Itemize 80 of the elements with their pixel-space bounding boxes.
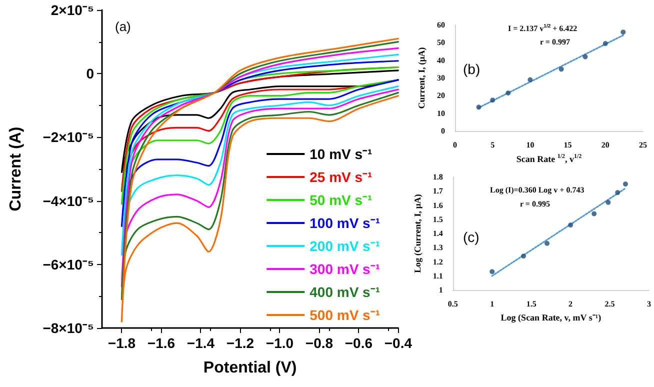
y-tick-label: 30 (437, 74, 445, 82)
y-tick-label: −4×10⁻⁵ (42, 192, 94, 209)
y-axis-title: Current (A) (8, 126, 24, 212)
legend-label: 10 mV s⁻¹ (310, 146, 373, 162)
y-tick-label: −8×10⁻⁵ (42, 320, 94, 336)
x-tick-label: −1.6 (147, 335, 176, 351)
point (582, 54, 588, 60)
annotation: r = 0.997 (540, 38, 570, 46)
y-tick-label: 2×10⁻⁵ (50, 2, 94, 18)
point (620, 30, 626, 35)
y-tick-label: 1.8 (432, 172, 443, 182)
x-tick-label: 0.5 (448, 300, 458, 308)
y-tick-label: 50 (437, 38, 445, 48)
y-tick-label: 1 (438, 286, 443, 294)
point (602, 41, 608, 46)
annotation: (a) (115, 19, 131, 34)
y-tick-label: 20 (437, 91, 445, 100)
x-tick-label: 3 (647, 300, 651, 308)
point (592, 211, 597, 216)
legend-label: 400 mV s⁻¹ (310, 284, 380, 300)
annotation: (b) (463, 61, 480, 77)
point (622, 182, 628, 187)
x-tick-label: −1.2 (226, 335, 254, 351)
y-tick-label: 40 (437, 56, 445, 65)
x-tick-label: −0.8 (305, 335, 334, 351)
y-tick-label: 1.3 (432, 243, 443, 252)
point (558, 66, 564, 72)
point (544, 240, 550, 246)
x-tick-label: 10 (526, 140, 534, 150)
y-tick-label: 1.7 (432, 186, 443, 196)
legend-label: 100 mV s⁻¹ (310, 215, 380, 231)
x-tick-label: −1.0 (266, 335, 294, 351)
annotation: Log (I)=0.360 Log v + 0.743 (490, 186, 584, 194)
y-axis-title: Log (Current, I, µA) (412, 194, 422, 273)
legend-label: 300 mV s⁻¹ (310, 261, 380, 277)
point (490, 98, 496, 103)
line-series (120, 70, 399, 173)
y-tick-label: 1.4 (432, 229, 443, 238)
y-axis-title: Current, I, (µA) (416, 47, 427, 109)
line-series (120, 54, 399, 256)
y-tick-label: 0 (441, 126, 445, 136)
x-tick-label: −0.6 (344, 335, 373, 351)
point (476, 104, 482, 110)
point (506, 90, 511, 96)
x-tick-label: 1.5 (526, 300, 536, 308)
x-tick-label: −1.4 (186, 335, 215, 351)
point (521, 254, 526, 259)
y-tick-label: −6×10⁻⁵ (42, 256, 94, 272)
x-tick-label: 2.5 (604, 300, 615, 308)
x-axis-title: Log (Scan Rate, v, mV s⁻¹) (500, 312, 602, 322)
y-tick-label: 1.6 (432, 200, 443, 210)
x-tick-label: 25 (639, 140, 647, 150)
legend-label: 500 mV s⁻¹ (310, 307, 380, 323)
x-tick-label: −0.4 (384, 335, 412, 351)
y-tick-label: 1.5 (432, 214, 443, 224)
x-tick-label: 2 (568, 300, 573, 308)
x-tick-label: 0 (453, 140, 457, 150)
point (568, 222, 574, 228)
y-tick-label: 0 (86, 66, 94, 82)
x-tick-label: 15 (564, 140, 572, 150)
y-tick-label: 1.2 (432, 257, 443, 266)
line-series (120, 60, 399, 228)
x-tick-label: 5 (490, 140, 495, 150)
annotation: (c) (463, 229, 480, 245)
x-tick-label: 20 (601, 140, 610, 150)
y-tick-label: 10 (437, 108, 445, 118)
point (490, 269, 495, 274)
legend-label: 25 mV s⁻¹ (310, 169, 373, 185)
annotation: r = 0.995 (520, 200, 550, 208)
point (528, 77, 533, 82)
point (606, 200, 611, 205)
x-axis-title: Potential (V) (203, 360, 297, 376)
legend-label: 50 mV s⁻¹ (310, 192, 373, 208)
x-tick-label: 1 (490, 300, 494, 308)
legend-label: 200 mV s⁻¹ (310, 238, 380, 254)
point (615, 190, 620, 196)
y-tick-label: −2×10⁻⁵ (42, 129, 94, 146)
y-tick-label: 60 (437, 20, 445, 30)
x-tick-label: −1.8 (108, 335, 136, 351)
y-tick-label: 1.1 (432, 271, 443, 280)
